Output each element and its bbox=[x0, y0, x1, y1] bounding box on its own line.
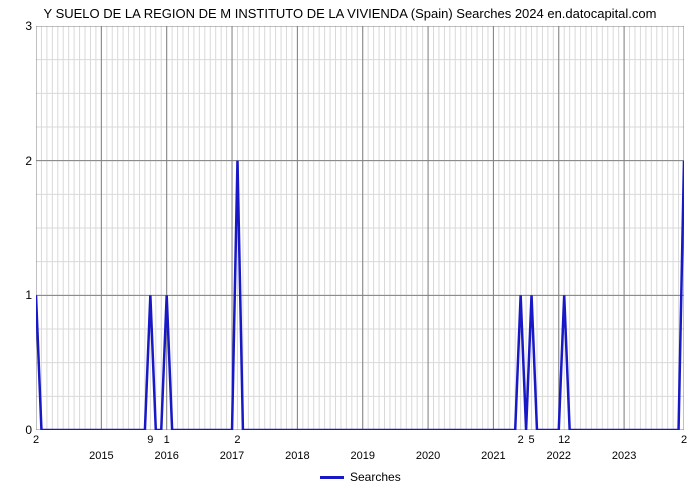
legend-swatch bbox=[320, 476, 344, 479]
x-year-label: 2020 bbox=[416, 450, 440, 462]
x-value-label: 2 bbox=[518, 434, 524, 446]
chart-svg bbox=[36, 26, 684, 430]
x-year-label: 2018 bbox=[285, 450, 309, 462]
x-value-label: 2 bbox=[681, 434, 687, 446]
x-value-label: 2 bbox=[33, 434, 39, 446]
x-year-label: 2023 bbox=[612, 450, 636, 462]
x-year-label: 2019 bbox=[350, 450, 374, 462]
x-year-label: 2022 bbox=[547, 450, 571, 462]
x-value-label: 12 bbox=[558, 434, 570, 446]
x-value-label: 9 bbox=[147, 434, 153, 446]
plot-area bbox=[36, 26, 684, 430]
x-year-label: 2021 bbox=[481, 450, 505, 462]
y-tick-label: 3 bbox=[18, 19, 32, 33]
legend-label: Searches bbox=[350, 470, 401, 484]
x-value-label: 2 bbox=[234, 434, 240, 446]
y-tick-label: 1 bbox=[18, 288, 32, 302]
x-value-label: 1 bbox=[164, 434, 170, 446]
x-value-label: 5 bbox=[528, 434, 534, 446]
y-tick-label: 2 bbox=[18, 154, 32, 168]
legend: Searches bbox=[320, 470, 401, 484]
x-year-label: 2017 bbox=[220, 450, 244, 462]
chart-title: Y SUELO DE LA REGION DE M INSTITUTO DE L… bbox=[0, 6, 700, 21]
chart-container: Y SUELO DE LA REGION DE M INSTITUTO DE L… bbox=[0, 0, 700, 500]
x-year-label: 2015 bbox=[89, 450, 113, 462]
y-tick-label: 0 bbox=[18, 423, 32, 437]
x-year-label: 2016 bbox=[154, 450, 178, 462]
